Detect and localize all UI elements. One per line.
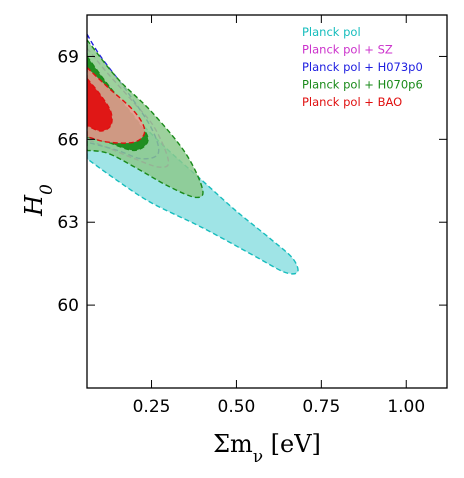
legend-entry: Planck pol + H070p6 (302, 78, 423, 92)
y-tick-label: 60 (57, 296, 79, 316)
axis-label-main: H (20, 194, 48, 217)
x-tick-label: 0.75 (302, 397, 340, 417)
axis-label-unit: [eV] (263, 430, 321, 458)
legend-entry: Planck pol (302, 25, 361, 39)
x-tick-label: 1.00 (387, 397, 425, 417)
axis-label-subscript: 0 (36, 184, 56, 195)
x-tick-label: 0.25 (133, 397, 171, 417)
axis-label-subscript: ν (253, 446, 263, 466)
contour-outer-planck-pol-h070p6 (87, 38, 204, 199)
y-tick-label: 66 (57, 130, 79, 150)
y-axis-label: H0 (20, 184, 56, 217)
legend-entry: Planck pol + SZ (302, 43, 393, 57)
contour-inner-planck-pol-bao (87, 77, 113, 132)
legend-entry: Planck pol + BAO (302, 95, 402, 109)
y-tick-label: 63 (57, 213, 79, 233)
axis-label-main: Σm (213, 430, 253, 458)
legend-entry: Planck pol + H073p0 (302, 60, 423, 74)
plot-frame (86, 14, 448, 389)
legend: Planck pol Planck pol + SZ Planck pol + H0… (302, 25, 423, 109)
x-tick-label: 0.50 (218, 397, 256, 417)
contour-layer (87, 32, 299, 275)
y-tick-label: 69 (57, 47, 79, 67)
tick-layer: 0.25 0.50 0.75 1.00 60 63 66 69 (57, 15, 447, 417)
x-axis-label: Σmν [eV] (213, 430, 321, 466)
